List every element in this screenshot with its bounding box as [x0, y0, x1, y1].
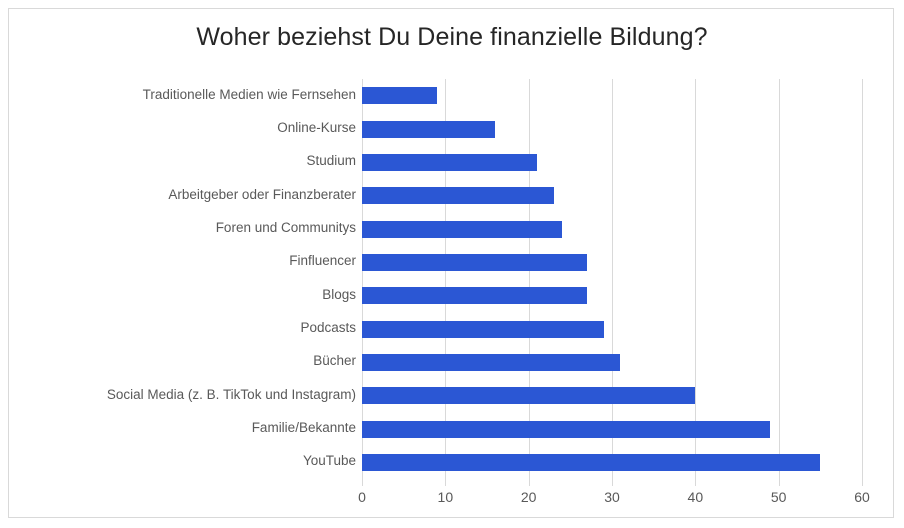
category-label: Traditionelle Medien wie Fernsehen: [142, 86, 356, 102]
category-label: Blogs: [322, 286, 356, 302]
category-label: Studium: [306, 153, 356, 169]
bar[interactable]: [362, 187, 554, 205]
x-gridline: [362, 79, 363, 479]
x-tick-mark: [528, 479, 530, 486]
x-gridline: [445, 79, 447, 479]
x-tick-mark: [362, 479, 363, 486]
category-axis-labels: Traditionelle Medien wie Fernsehen Online…: [9, 79, 356, 479]
chart-container: Woher beziehst Du Deine finanzielle Bild…: [8, 8, 894, 518]
bar[interactable]: [362, 253, 587, 271]
x-tick-mark: [695, 479, 697, 486]
x-tick-label: 40: [687, 489, 704, 505]
category-label: Bücher: [313, 353, 356, 369]
bar[interactable]: [362, 353, 621, 371]
category-label: Arbeitgeber oder Finanzberater: [168, 186, 356, 202]
category-label: Finfluencer: [289, 253, 356, 269]
bar[interactable]: [362, 120, 496, 138]
category-label: Online-Kurse: [277, 120, 356, 135]
category-label: Social Media (z. B. TikTok und Instagram…: [106, 386, 356, 402]
x-gridline: [695, 79, 697, 479]
bar[interactable]: [362, 453, 821, 471]
category-label: Familie/Bekannte: [251, 420, 356, 435]
plot-area: 0 10 20 30 40 50 60: [358, 79, 870, 505]
bar[interactable]: [362, 387, 696, 405]
x-gridline: [778, 79, 780, 479]
x-tick-mark: [612, 479, 613, 486]
x-gridline: [528, 79, 530, 479]
category-label: YouTube: [302, 453, 356, 469]
x-tick-label: 50: [770, 489, 787, 505]
x-tick-label: 30: [604, 489, 620, 505]
bar[interactable]: [362, 420, 771, 438]
bar[interactable]: [362, 220, 562, 238]
x-tick-label: 60: [854, 489, 870, 505]
x-tick-mark: [778, 479, 780, 486]
x-tick-mark: [862, 479, 863, 486]
x-gridline: [612, 79, 613, 479]
bar[interactable]: [362, 320, 604, 338]
bar[interactable]: [362, 153, 537, 171]
chart-title: Woher beziehst Du Deine finanzielle Bild…: [196, 23, 708, 51]
x-gridline: [862, 79, 863, 479]
category-label: Foren und Communitys: [215, 220, 356, 235]
x-tick-label: 10: [437, 489, 454, 505]
bar[interactable]: [362, 287, 587, 305]
bar[interactable]: [362, 87, 437, 105]
x-tick-label: 20: [520, 489, 537, 505]
x-tick-label: 0: [358, 489, 366, 505]
x-tick-mark: [445, 479, 447, 486]
category-label: Podcasts: [300, 320, 356, 335]
